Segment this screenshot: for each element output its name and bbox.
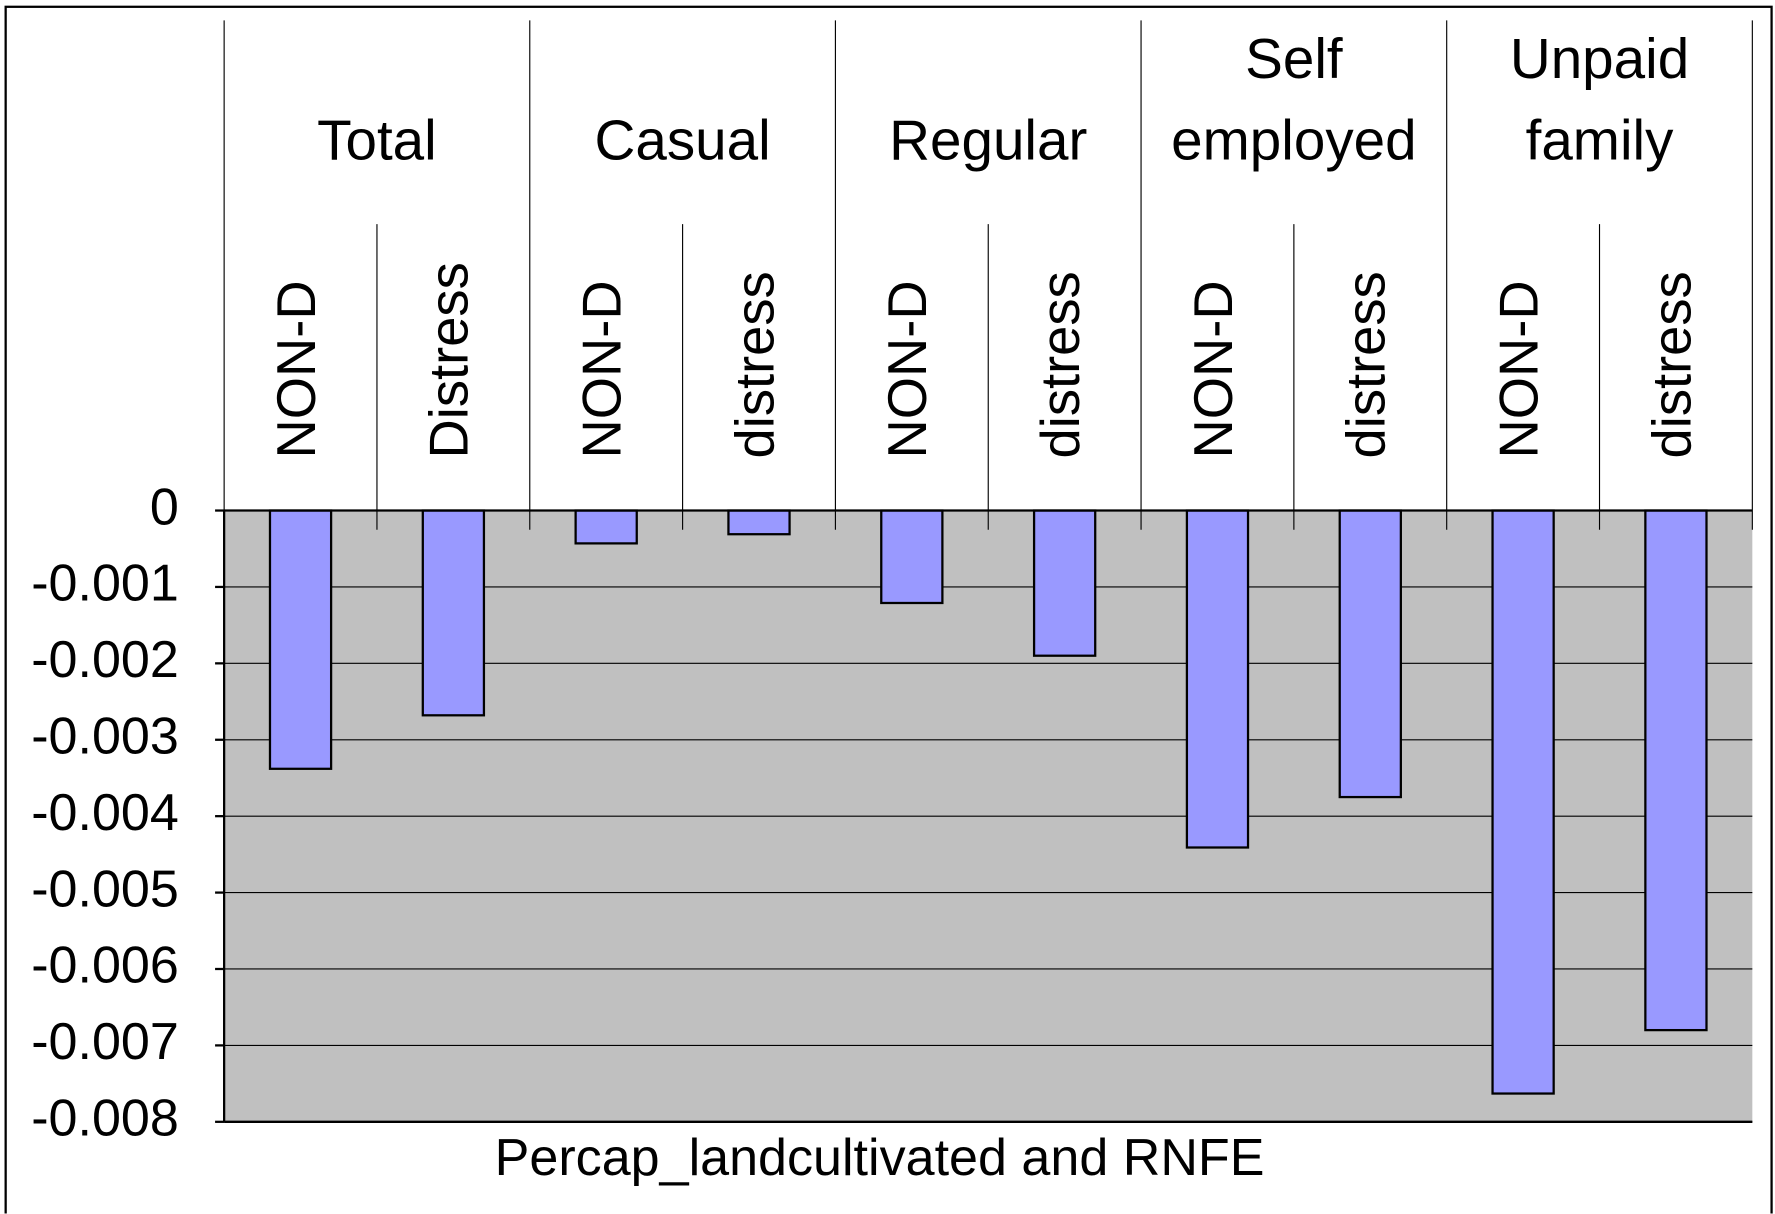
x-tick-label: NON-D	[266, 280, 327, 458]
group-label: Regular	[889, 108, 1088, 173]
bar	[1185, 509, 1250, 849]
group-label-box: Regular	[835, 20, 1141, 181]
group-label: Unpaid family	[1509, 27, 1690, 173]
group-label-box: Total	[224, 20, 530, 181]
group-label: Self employed	[1171, 27, 1417, 173]
bar	[1338, 509, 1402, 799]
bar	[1491, 509, 1555, 1095]
x-tick-label: distress	[1030, 271, 1091, 458]
x-tick-label: NON-D	[877, 280, 938, 458]
group-label: Casual	[594, 108, 771, 173]
bar	[1644, 509, 1708, 1032]
x-tick-label: NON-D	[572, 280, 633, 458]
group-label-box: Unpaid family	[1447, 20, 1753, 181]
y-tick-label: -0.003	[31, 708, 179, 766]
x-axis-title: Percap_landcultivated and RNFE	[495, 1129, 1265, 1187]
y-tick-label: -0.005	[31, 860, 179, 918]
x-tick-label: NON-D	[1488, 280, 1549, 458]
y-tick-label: -0.006	[31, 937, 179, 995]
bar	[574, 509, 638, 545]
group-label-box: Casual	[530, 20, 836, 181]
bar	[727, 509, 791, 536]
bar	[1032, 509, 1097, 657]
y-tick-label: 0	[150, 478, 179, 536]
group-label: Total	[317, 108, 437, 173]
y-tick-label: -0.004	[31, 784, 179, 842]
x-tick-label: distress	[724, 271, 785, 458]
bar	[421, 509, 486, 717]
x-tick-label: distress	[1336, 271, 1397, 458]
y-tick-label: -0.007	[31, 1013, 179, 1071]
bar	[268, 509, 333, 770]
x-tick-label: Distress	[419, 262, 480, 458]
frame	[4, 5, 1773, 1214]
y-tick-label: -0.008	[31, 1090, 179, 1148]
y-tick-label: -0.002	[31, 631, 179, 689]
x-tick-label: distress	[1641, 271, 1702, 458]
group-label-box: Self employed	[1141, 20, 1447, 181]
bar	[880, 509, 944, 605]
x-tick-label: NON-D	[1183, 280, 1244, 458]
y-tick-label: -0.001	[31, 555, 179, 613]
